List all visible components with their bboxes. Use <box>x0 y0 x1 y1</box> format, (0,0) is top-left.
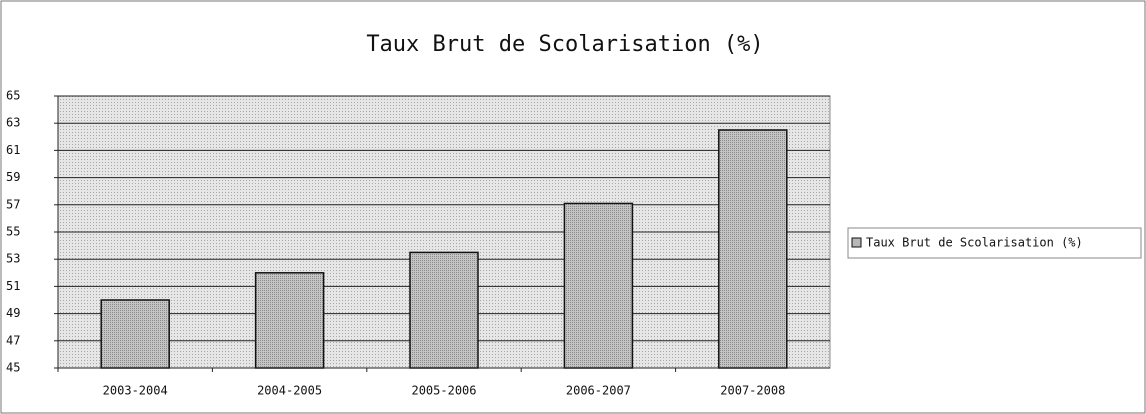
y-tick-label: 49 <box>6 306 20 320</box>
x-tick-label: 2003-2004 <box>103 384 168 398</box>
y-tick-label: 53 <box>6 252 20 266</box>
y-tick-label: 51 <box>6 279 20 293</box>
bar <box>563 202 634 369</box>
y-tick-label: 59 <box>6 170 20 184</box>
x-tick-label: 2005-2006 <box>411 384 476 398</box>
y-tick-label: 45 <box>6 361 20 375</box>
y-tick-label: 55 <box>6 225 20 239</box>
y-tick-label: 61 <box>6 143 20 157</box>
legend-swatch <box>851 237 862 248</box>
legend-label: Taux Brut de Scolarisation (%) <box>866 236 1083 250</box>
bar <box>718 129 788 369</box>
x-tick-label: 2007-2008 <box>720 384 785 398</box>
legend-box <box>847 227 1142 259</box>
y-tick-label: 65 <box>6 89 20 103</box>
chart-title: Taux Brut de Scolarisation (%) <box>366 32 763 57</box>
y-tick-label: 47 <box>6 333 20 347</box>
bar <box>100 299 170 369</box>
x-tick-label: 2004-2005 <box>257 384 322 398</box>
bar <box>409 251 479 369</box>
bar <box>254 272 325 369</box>
x-tick-label: 2006-2007 <box>566 384 631 398</box>
y-tick-label: 63 <box>6 116 20 130</box>
y-tick-label: 57 <box>6 197 20 211</box>
